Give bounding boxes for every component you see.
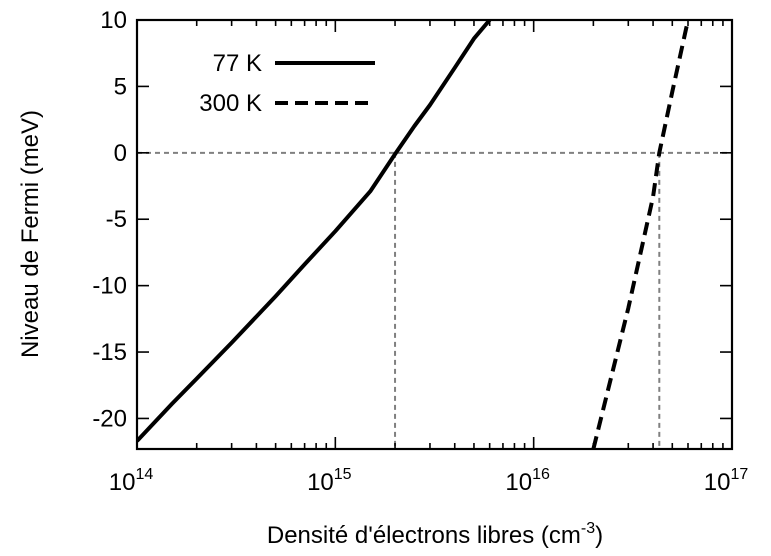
legend-label: 300 K (199, 90, 262, 117)
x-axis-title: Densité d'électrons libres (cm-3) (267, 520, 603, 549)
tick-labels: 10 5 0 -5 -10 -15 -20 1014 1015 1016 1017 (92, 7, 748, 496)
reference-lines (137, 151, 732, 449)
legend: 77 K 300 K (199, 50, 375, 117)
x-tick-label: 1016 (505, 466, 550, 496)
series-line-77k (137, 20, 492, 443)
y-tick-label: 5 (114, 73, 127, 100)
legend-label: 77 K (213, 50, 262, 77)
plot-frame (135, 18, 734, 451)
x-axis-title-sup: -3 (581, 520, 595, 537)
x-axis-title-close: ) (595, 522, 603, 549)
y-tick-label: -5 (106, 206, 127, 233)
x-axis-title-text: Densité d'électrons libres (cm (267, 522, 581, 549)
series-layer (137, 20, 690, 449)
y-tick-label: -20 (92, 405, 127, 432)
series-line-300k (591, 20, 690, 449)
x-tick-label: 1017 (704, 466, 749, 496)
axis-ticks (137, 19, 732, 449)
y-tick-label: -10 (92, 273, 127, 300)
x-tick-label: 1014 (109, 466, 154, 496)
y-axis-title: Niveau de Fermi (meV) (17, 110, 44, 358)
x-tick-label: 1015 (307, 466, 352, 496)
y-tick-label: 10 (100, 7, 127, 34)
y-tick-label: 0 (114, 140, 127, 167)
y-tick-label: -15 (92, 339, 127, 366)
